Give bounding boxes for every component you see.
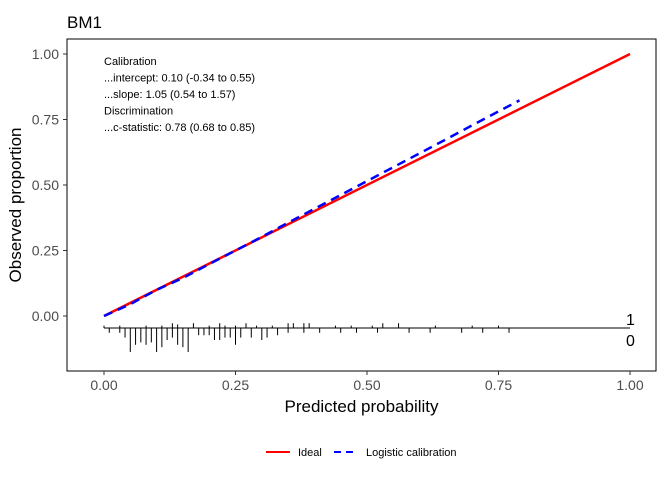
legend: Ideal Logistic calibration — [266, 447, 457, 459]
series-lines — [103, 52, 631, 318]
plot-panel — [66, 38, 657, 372]
chart-title: BM1 — [67, 13, 102, 32]
x-axis-title: Predicted probability — [284, 397, 439, 416]
y-axis: 0.00 0.25 0.50 0.75 1.00 — [32, 46, 67, 324]
y-tick-label: 0.75 — [32, 112, 59, 128]
annotation-line: ...slope: 1.05 (0.54 to 1.57) — [104, 89, 235, 101]
annotation-line: ...intercept: 0.10 (-0.34 to 0.55) — [104, 73, 255, 85]
x-tick-label: 1.00 — [616, 377, 643, 393]
annotation-line: Discrimination — [104, 106, 173, 118]
rug-plot: 10 — [103, 312, 635, 352]
x-tick-label: 0.00 — [90, 377, 117, 393]
rug-events-label: 1 — [626, 312, 635, 329]
y-axis-title: Observed proportion — [6, 128, 25, 283]
x-tick-label: 0.25 — [222, 377, 249, 393]
y-tick-label: 0.50 — [32, 177, 59, 193]
annotation-line: ...c-statistic: 0.78 (0.68 to 0.85) — [104, 122, 255, 134]
y-tick-label: 0.25 — [32, 243, 59, 259]
y-tick-label: 0.00 — [32, 308, 59, 324]
legend-label: Logistic calibration — [366, 447, 457, 459]
x-tick-label: 0.50 — [353, 377, 380, 393]
series-line — [103, 99, 521, 318]
legend-label: Ideal — [298, 447, 322, 459]
annotation-line: Calibration — [104, 56, 157, 68]
calibration-annotations: Calibration ...intercept: 0.10 (-0.34 to … — [104, 56, 255, 134]
x-tick-label: 0.75 — [485, 377, 512, 393]
y-tick-label: 1.00 — [32, 46, 59, 62]
rug-nonevents-label: 0 — [626, 333, 635, 350]
x-axis: 0.00 0.25 0.50 0.75 1.00 — [90, 371, 644, 393]
